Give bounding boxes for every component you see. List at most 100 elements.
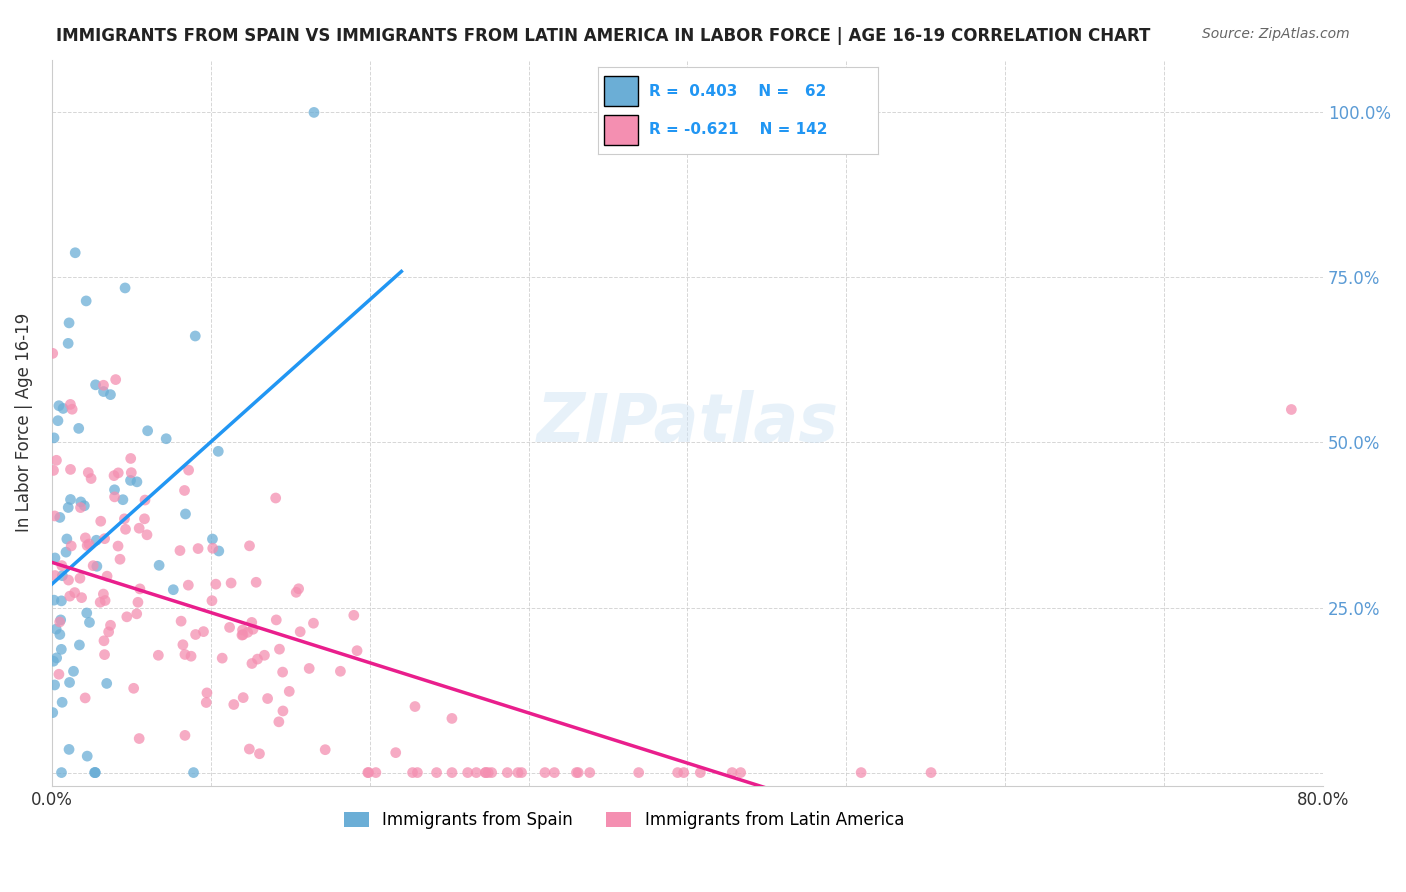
Point — [689, 765, 711, 780]
Point — [329, 665, 352, 679]
Point — [62, 665, 84, 679]
Point — [174, 648, 197, 662]
Point — [44, 678, 66, 692]
Point — [136, 424, 159, 438]
Point — [59, 462, 82, 476]
Point — [89, 595, 111, 609]
Point — [406, 765, 429, 780]
Point — [84, 377, 107, 392]
Point — [201, 541, 224, 556]
Point — [465, 765, 488, 780]
Point — [666, 765, 689, 780]
Point — [79, 615, 101, 630]
Point — [115, 610, 138, 624]
Point — [457, 765, 479, 780]
Point — [245, 575, 267, 590]
Point — [343, 608, 366, 623]
Point — [627, 765, 650, 780]
Point — [44, 551, 66, 566]
Point — [174, 507, 197, 521]
Point — [173, 483, 195, 498]
Point — [42, 706, 65, 720]
Point — [69, 495, 91, 509]
Point — [204, 577, 226, 591]
Point — [45, 622, 67, 636]
Point — [222, 698, 245, 712]
Point — [170, 614, 193, 628]
Point — [76, 606, 98, 620]
Point — [93, 384, 115, 399]
Point — [103, 468, 125, 483]
Point — [75, 690, 97, 705]
Point — [136, 528, 159, 542]
Point — [59, 492, 82, 507]
Point — [401, 765, 423, 780]
Point — [364, 765, 387, 780]
Point — [211, 651, 233, 665]
Point — [184, 627, 207, 641]
Point — [93, 587, 115, 601]
Point — [125, 607, 148, 621]
Point — [58, 675, 80, 690]
Point — [104, 490, 127, 504]
Point — [48, 667, 70, 681]
Point — [271, 704, 294, 718]
Point — [357, 765, 380, 780]
Point — [84, 765, 107, 780]
Point — [219, 576, 242, 591]
Point — [404, 699, 426, 714]
Point — [56, 336, 79, 351]
Point — [246, 652, 269, 666]
Point — [69, 571, 91, 585]
Point — [83, 765, 105, 780]
Point — [232, 623, 254, 637]
Point — [120, 451, 142, 466]
Point — [128, 521, 150, 535]
Point — [48, 615, 70, 629]
Point — [134, 512, 156, 526]
Point — [107, 539, 129, 553]
Legend: Immigrants from Spain, Immigrants from Latin America: Immigrants from Spain, Immigrants from L… — [337, 805, 911, 836]
Point — [63, 585, 86, 599]
Point — [271, 665, 294, 679]
Point — [77, 466, 100, 480]
Point — [120, 474, 142, 488]
Point — [290, 624, 312, 639]
Y-axis label: In Labor Force | Age 16-19: In Labor Force | Age 16-19 — [15, 313, 32, 533]
Point — [93, 378, 115, 392]
Point — [45, 453, 67, 467]
Point — [75, 531, 97, 545]
Point — [232, 690, 254, 705]
Point — [195, 686, 218, 700]
Point — [44, 568, 66, 582]
Point — [218, 620, 240, 634]
Point — [920, 765, 942, 780]
Point — [80, 471, 103, 485]
Point — [125, 475, 148, 489]
Point — [114, 281, 136, 295]
Point — [93, 633, 115, 648]
Point — [162, 582, 184, 597]
Point — [721, 765, 744, 780]
Text: ZIPatlas: ZIPatlas — [537, 390, 838, 456]
Point — [77, 537, 100, 551]
Point — [51, 558, 73, 573]
Point — [267, 714, 290, 729]
Point — [672, 765, 695, 780]
Point — [183, 765, 205, 780]
Point — [82, 558, 104, 573]
Point — [58, 500, 80, 515]
Point — [76, 749, 98, 764]
Point — [543, 765, 565, 780]
Point — [60, 402, 83, 417]
Point — [314, 742, 336, 756]
Text: IMMIGRANTS FROM SPAIN VS IMMIGRANTS FROM LATIN AMERICA IN LABOR FORCE | AGE 16-1: IMMIGRANTS FROM SPAIN VS IMMIGRANTS FROM… — [56, 27, 1150, 45]
Point — [177, 578, 200, 592]
Point — [49, 627, 72, 641]
Point — [238, 742, 260, 756]
Point — [67, 421, 90, 435]
Point — [100, 387, 122, 401]
Point — [730, 765, 752, 780]
Point — [73, 499, 96, 513]
Point — [63, 245, 86, 260]
